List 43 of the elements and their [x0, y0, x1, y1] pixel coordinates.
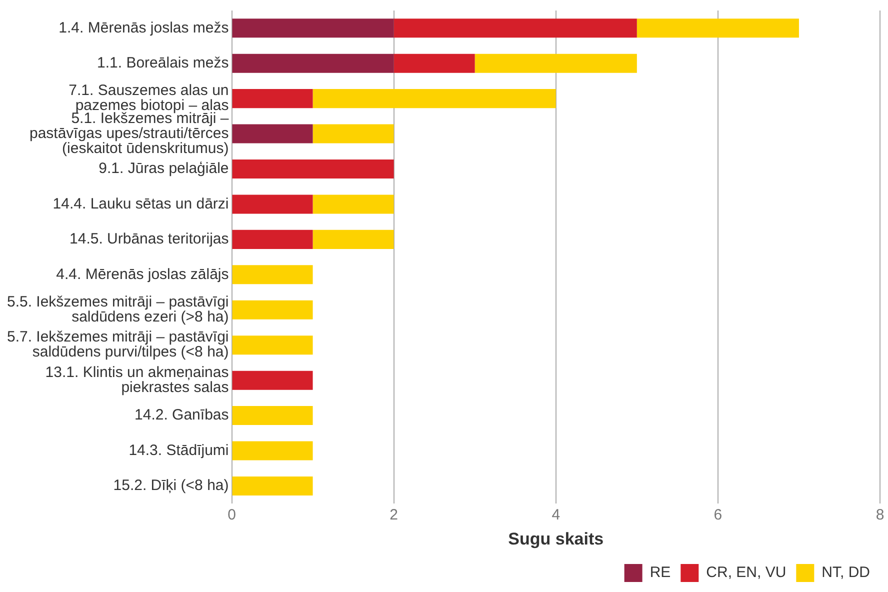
x-tick-label: 2	[390, 506, 398, 524]
bar	[312, 124, 394, 144]
x-tick-label: 6	[714, 506, 722, 524]
y-tick-label: 5.7. Iekšzemes mitrāji – pastāvīgi saldūdens purvi/tilpes (<8 ha)	[6, 328, 229, 361]
y-tick-label: 15.2. Dīķi (<8 ha)	[113, 477, 229, 494]
bar	[232, 54, 394, 73]
bar	[312, 89, 556, 108]
bar	[232, 300, 313, 320]
bar	[232, 336, 313, 355]
y-tick-label: 9.1. Jūras pelaģiāle	[98, 160, 229, 178]
bar	[232, 18, 394, 38]
bar	[312, 194, 394, 214]
y-tick-label: 5.5. Iekšzemes mitrāji – pastāvīgi saldūdens ezeri (>8 ha)	[6, 294, 229, 326]
x-tick-label: 4	[552, 506, 560, 524]
x-tick-label: 8	[876, 506, 884, 524]
x-tick-label: 0	[228, 506, 236, 524]
y-tick-label: 1.4. Mērenās joslas mežs	[58, 19, 229, 36]
bar	[232, 230, 313, 249]
bar	[312, 230, 394, 249]
bar	[232, 265, 313, 284]
y-tick-label: 14.5. Urbānas teritorijas	[70, 230, 229, 248]
bar	[232, 194, 313, 214]
legend-label: RE	[650, 564, 671, 582]
bar	[232, 159, 394, 179]
bar	[636, 18, 799, 38]
bar	[394, 18, 637, 38]
bar	[232, 441, 313, 460]
legend-label: CR, EN, VU	[706, 564, 786, 582]
y-tick-label: 4.4. Mērenās joslas zālājs	[56, 266, 229, 283]
y-tick-label: 13.1. Klintis un akmeņainas piekrastes salas	[45, 364, 229, 396]
y-tick-label: 14.3. Stādījumi	[128, 442, 229, 459]
bar	[394, 54, 475, 73]
bar	[232, 406, 313, 426]
legend-label: NT, DD	[822, 564, 870, 582]
y-tick-label: 14.2. Ganības	[134, 406, 229, 424]
bar	[232, 476, 313, 496]
x-axis-title: Sugu skaits	[508, 529, 604, 548]
y-tick-label: 14.4. Lauku sētas un dārzi	[52, 195, 229, 212]
y-tick-label: 1.1. Boreālais mežs	[97, 54, 229, 72]
bar	[232, 370, 313, 390]
bar	[232, 124, 313, 144]
bar	[232, 89, 313, 108]
bar	[474, 54, 637, 73]
